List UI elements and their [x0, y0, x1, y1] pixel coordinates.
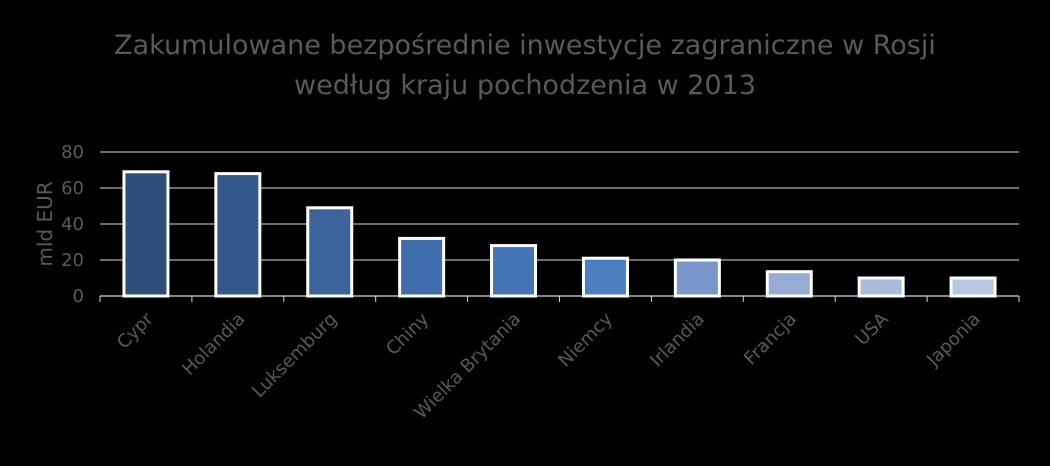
y-axis-title: mld EUR [33, 181, 57, 266]
bar-wielka-brytania [490, 244, 538, 298]
y-tick-label: 20 [61, 250, 84, 271]
bar-niemcy [581, 256, 629, 298]
y-tick-label: 0 [73, 286, 84, 307]
x-tick-label: USA [851, 308, 893, 350]
bar-japonia [949, 276, 997, 298]
chart-title-line-1: Zakumulowane bezpośrednie inwestycje zag… [114, 30, 936, 61]
bar-cypr [122, 170, 170, 298]
x-tick-label: Japonia [922, 309, 984, 371]
x-tick-label: Niemcy [554, 308, 617, 371]
bar-usa [857, 276, 905, 298]
bar-holandia [214, 172, 262, 298]
y-tick-label: 40 [61, 214, 84, 235]
x-tick-label: Luksemburg [248, 309, 341, 402]
x-tick-label: Irlandia [646, 309, 709, 372]
x-tick-label: Cypr [113, 308, 158, 353]
x-tick-label: Chiny [382, 308, 433, 359]
x-tick-label: Francja [740, 309, 801, 370]
x-tick-label: Holandia [178, 309, 249, 380]
bar-luksemburg [306, 206, 354, 298]
bar-chiny [398, 236, 446, 298]
chart-title: Zakumulowane bezpośrednie inwestycje zag… [0, 26, 1050, 106]
bar-irlandia [673, 258, 721, 298]
y-tick-label: 60 [61, 178, 84, 199]
chart-title-line-2: według kraju pochodzenia w 2013 [294, 70, 756, 101]
y-tick-label: 80 [61, 142, 84, 163]
bar-francja [765, 270, 813, 298]
